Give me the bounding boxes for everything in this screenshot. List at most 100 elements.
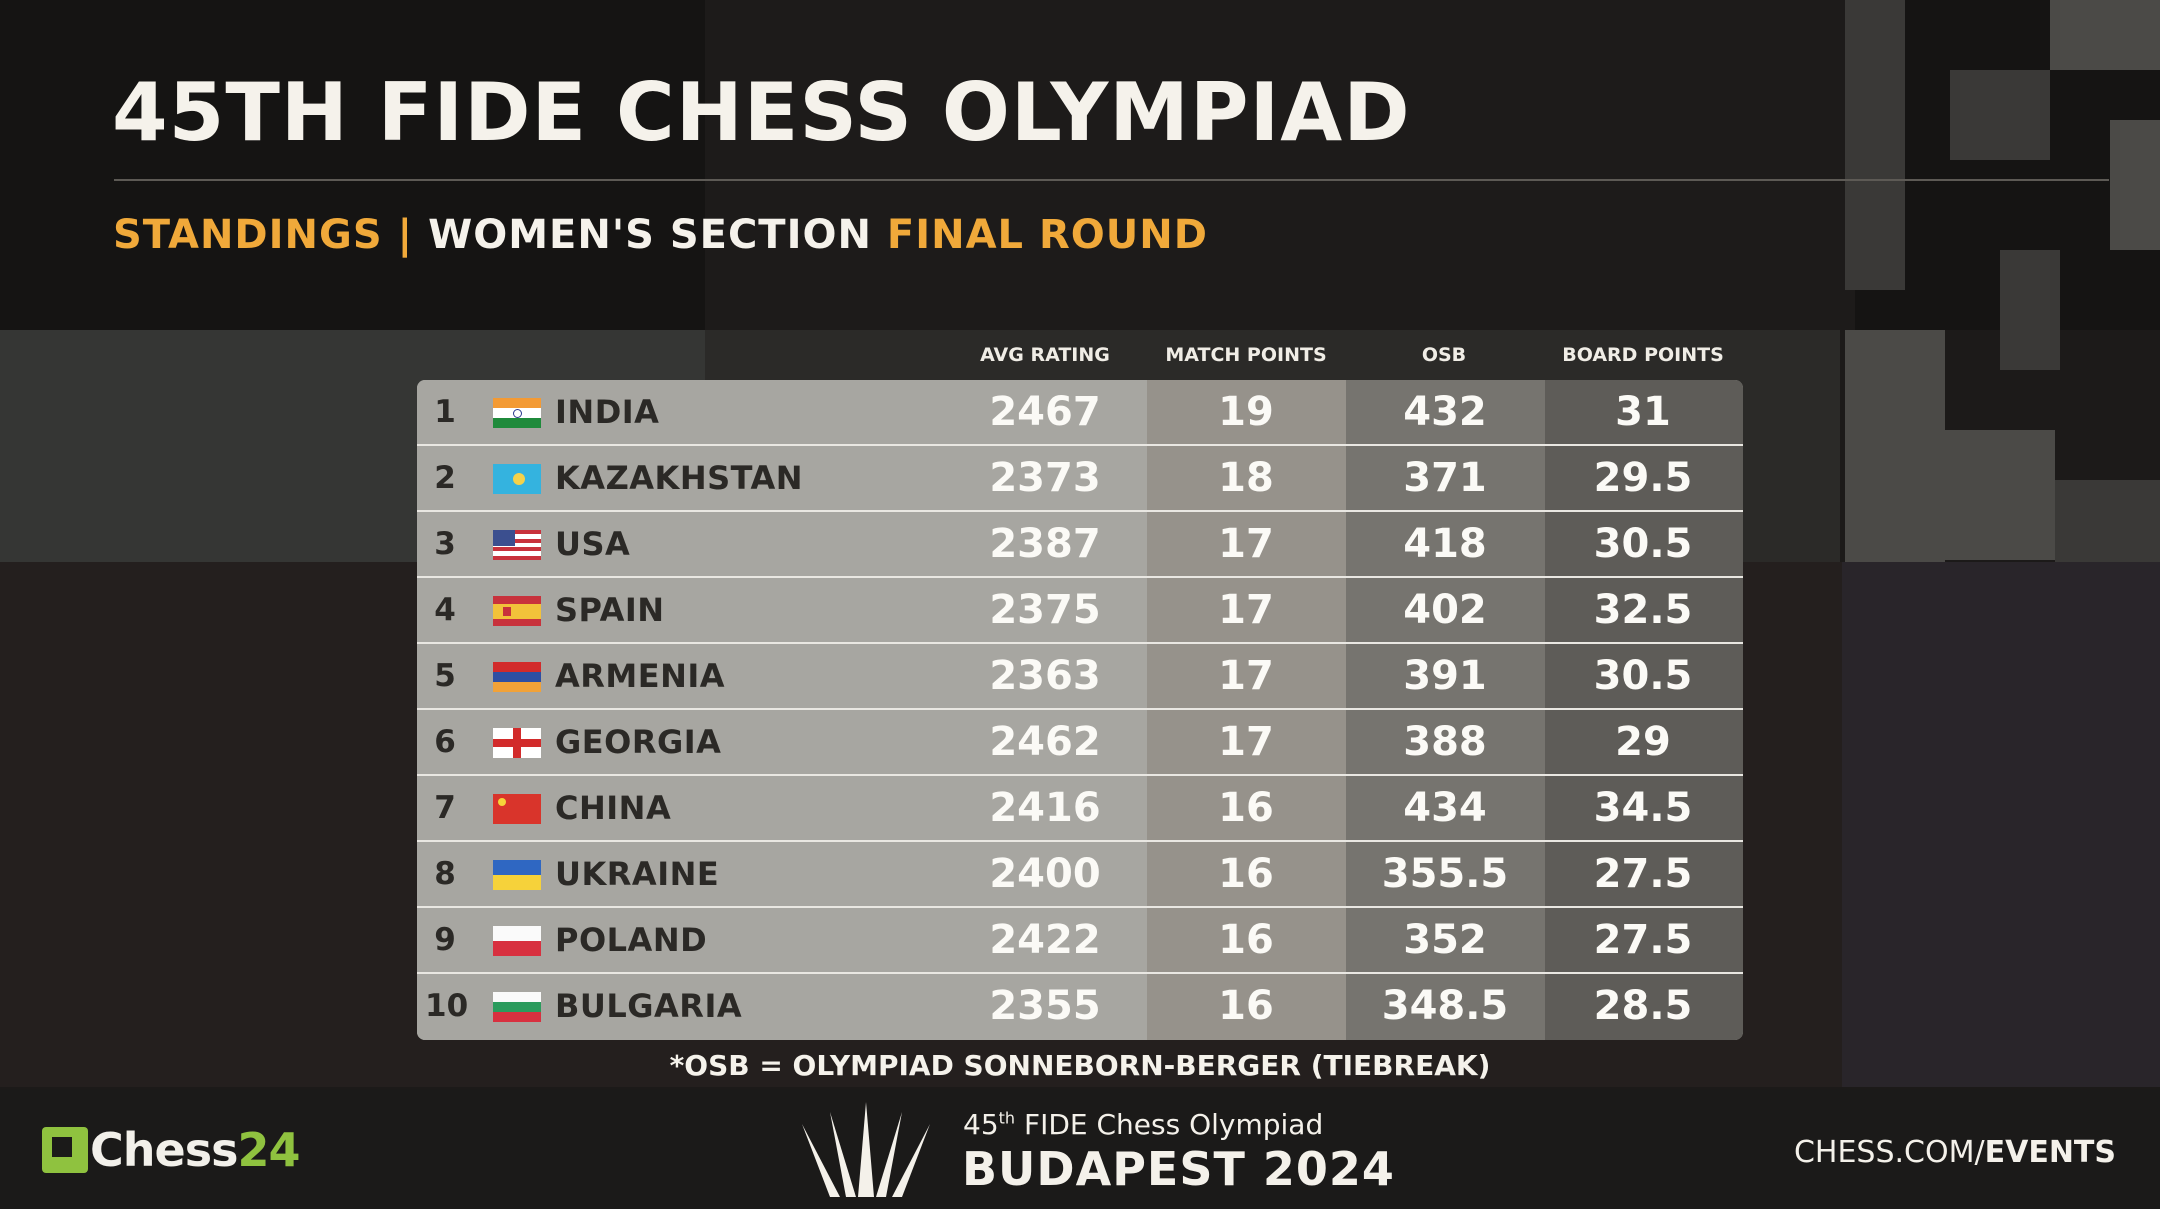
column-header-board-points: BOARD POINTS	[1562, 344, 1724, 366]
avg-rating-cell: 2467	[989, 389, 1101, 435]
standings-table: 1 INDIA 2467 19 432 31 2 KAZAKHSTAN 2373 18 3 7 1 29.…	[417, 380, 1743, 1040]
table-row: 3 USA 2387 17 418 30.5	[417, 512, 1743, 578]
ukraine-flag-icon	[493, 860, 541, 890]
rank-cell: 10	[425, 988, 469, 1024]
poland-flag-icon	[493, 926, 541, 956]
event-name: 45th FIDE Chess Olympiad	[963, 1108, 1324, 1141]
column-header-osb: OSB	[1421, 344, 1467, 366]
header-background-panel	[705, 0, 1855, 330]
avg-rating-cell: 2355	[989, 983, 1101, 1029]
match-points-cell: 17	[1218, 587, 1274, 633]
table-row: 1 INDIA 2467 19 432 31	[417, 380, 1743, 446]
table-row: 10 BULGARIA 2355 16 348.5 28.5	[417, 974, 1743, 1040]
usa-flag-icon	[493, 530, 541, 560]
table-row: 2 KAZAKHSTAN 2373 18 371 29.5	[417, 446, 1743, 512]
page-title: 45TH FIDE CHESS OLYMPIAD	[112, 66, 1411, 159]
rank-cell: 7	[434, 790, 456, 826]
event-location: BUDAPEST 2024	[962, 1142, 1395, 1196]
bulgaria-flag-icon	[493, 992, 541, 1022]
osb-cell: 348.5	[1381, 983, 1509, 1029]
country-cell: INDIA	[555, 393, 660, 431]
chess24-logo-text: Chess	[90, 1123, 238, 1177]
match-points-cell: 16	[1218, 851, 1274, 897]
match-points-cell: 17	[1218, 653, 1274, 699]
table-row: 6 GEORGIA 2462 17 388 29	[417, 710, 1743, 776]
table-row: 9 POLAND 2422 16 352 27.5	[417, 908, 1743, 974]
country-cell: GEORGIA	[555, 723, 722, 761]
table-row: 7 CHINA 2416 16 434 34.5	[417, 776, 1743, 842]
avg-rating-cell: 2416	[989, 785, 1101, 831]
country-cell: CHINA	[555, 789, 672, 827]
avg-rating-cell: 2375	[989, 587, 1101, 633]
board-points-cell: 31	[1615, 389, 1671, 435]
chesscom-events-link[interactable]: CHESS.COM/EVENTS	[1793, 1135, 2116, 1170]
board-points-cell: 34.5	[1593, 785, 1693, 831]
rank-cell: 5	[434, 658, 456, 694]
country-cell: POLAND	[555, 921, 708, 959]
olympiad-crown-icon	[802, 1102, 930, 1197]
table-row: 8 UKRAINE 2400 16 355.5 27.5	[417, 842, 1743, 908]
osb-cell: 434	[1403, 785, 1487, 831]
board-points-column-shade	[1545, 380, 1743, 1040]
country-cell: BULGARIA	[555, 987, 743, 1025]
rank-cell: 9	[434, 922, 456, 958]
kazakhstan-flag-icon	[493, 464, 541, 494]
match-points-cell: 16	[1218, 983, 1274, 1029]
osb-cell: 418	[1403, 521, 1487, 567]
georgia-flag-icon	[493, 728, 541, 758]
osb-column-shade	[1346, 380, 1545, 1040]
osb-cell: 432	[1403, 389, 1487, 435]
rank-cell: 1	[434, 394, 456, 430]
rank-cell: 6	[434, 724, 456, 760]
board-points-cell: 27.5	[1593, 917, 1693, 963]
title-divider	[114, 179, 2109, 181]
page-subtitle: STANDINGS | WOMEN'S SECTION FINAL ROUND	[113, 212, 1208, 258]
osb-cell: 402	[1403, 587, 1487, 633]
chess24-logo: Chess24	[42, 1123, 300, 1177]
avg-rating-cell: 2387	[989, 521, 1101, 567]
board-points-cell: 28.5	[1593, 983, 1693, 1029]
column-header-match-points: MATCH POINTS	[1165, 344, 1327, 366]
india-flag-icon	[493, 398, 541, 428]
board-points-cell: 29	[1615, 719, 1671, 765]
osb-cell: 391	[1403, 653, 1487, 699]
osb-cell: 388	[1403, 719, 1487, 765]
rank-cell: 4	[434, 592, 456, 628]
footer-bar	[0, 1089, 2160, 1209]
match-points-cell: 16	[1218, 917, 1274, 963]
rank-cell: 2	[434, 460, 456, 496]
country-cell: KAZAKHSTAN	[555, 459, 804, 497]
table-row: 4 SPAIN 2375 17 402 32.5	[417, 578, 1743, 644]
background-right-column	[1842, 562, 2160, 1087]
subtitle-standings: STANDINGS |	[113, 212, 414, 258]
board-points-cell: 32.5	[1593, 587, 1693, 633]
avg-rating-cell: 2373	[989, 455, 1101, 501]
country-cell: SPAIN	[555, 591, 665, 629]
match-points-cell: 17	[1218, 521, 1274, 567]
board-points-cell: 30.5	[1593, 653, 1693, 699]
osb-cell: 352	[1403, 917, 1487, 963]
board-points-cell: 29.5	[1593, 455, 1693, 501]
match-points-cell: 16	[1218, 785, 1274, 831]
match-points-cell: 18	[1218, 455, 1274, 501]
avg-rating-cell: 2363	[989, 653, 1101, 699]
chess24-logo-number: 24	[237, 1123, 300, 1177]
avg-rating-cell: 2400	[989, 851, 1101, 897]
country-cell: ARMENIA	[555, 657, 726, 695]
subtitle-section: WOMEN'S SECTION	[428, 212, 872, 258]
country-cell: USA	[555, 525, 631, 563]
rank-cell: 3	[434, 526, 456, 562]
osb-footnote: *OSB = OLYMPIAD SONNEBORN-BERGER (TIEBRE…	[669, 1049, 1491, 1082]
country-cell: UKRAINE	[555, 855, 720, 893]
match-points-cell: 17	[1218, 719, 1274, 765]
spain-flag-icon	[493, 596, 541, 626]
match-points-cell: 19	[1218, 389, 1274, 435]
board-points-cell: 27.5	[1593, 851, 1693, 897]
subtitle-round: FINAL ROUND	[886, 212, 1208, 258]
rank-cell: 8	[434, 856, 456, 892]
china-flag-icon	[493, 794, 541, 824]
osb-cell: 355.5	[1381, 851, 1509, 897]
chess24-icon	[42, 1127, 88, 1173]
avg-rating-cell: 2462	[989, 719, 1101, 765]
column-header-avg-rating: AVG RATING	[980, 344, 1110, 366]
